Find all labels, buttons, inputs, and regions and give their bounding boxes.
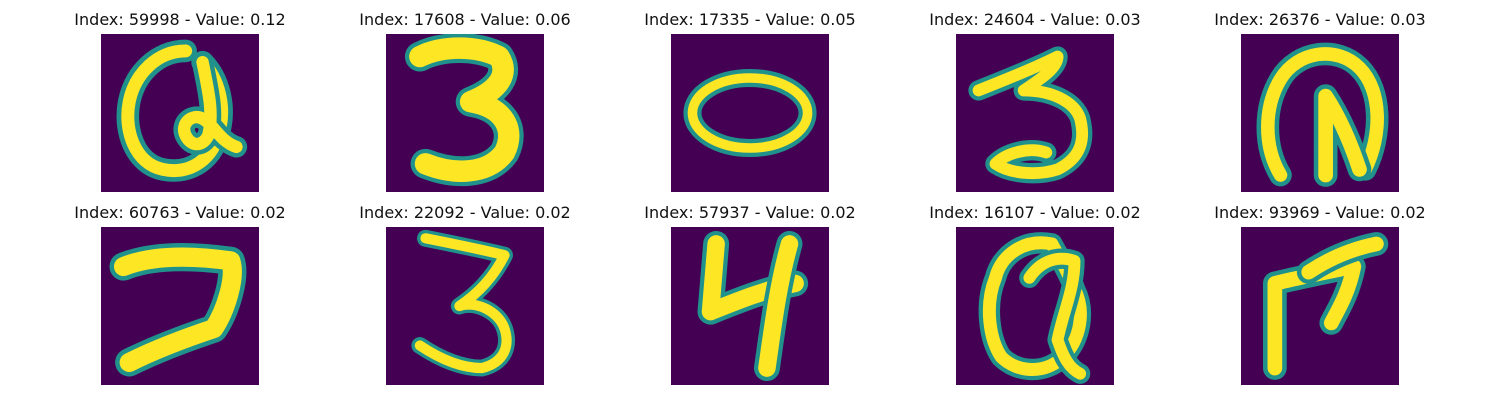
- digit-image: [386, 227, 544, 385]
- sample-cell-3: Index: 17335 - Value: 0.05: [620, 10, 880, 200]
- sample-title: Index: 59998 - Value: 0.12: [74, 10, 286, 29]
- digit-image: [956, 34, 1114, 192]
- digit-image: [101, 34, 259, 192]
- sample-title: Index: 26376 - Value: 0.03: [1214, 10, 1426, 29]
- digit-image: [101, 227, 259, 385]
- sample-cell-8: Index: 57937 - Value: 0.02: [620, 203, 880, 393]
- digit-image: [671, 34, 829, 192]
- sample-cell-2: Index: 17608 - Value: 0.06: [335, 10, 595, 200]
- sample-title: Index: 57937 - Value: 0.02: [644, 203, 856, 222]
- sample-cell-5: Index: 26376 - Value: 0.03: [1190, 10, 1450, 200]
- digit-image: [1241, 34, 1399, 192]
- sample-title: Index: 16107 - Value: 0.02: [929, 203, 1141, 222]
- sample-cell-10: Index: 93969 - Value: 0.02: [1190, 203, 1450, 393]
- sample-cell-7: Index: 22092 - Value: 0.02: [335, 203, 595, 393]
- digit-image: [956, 227, 1114, 385]
- sample-title: Index: 17335 - Value: 0.05: [644, 10, 856, 29]
- sample-cell-4: Index: 24604 - Value: 0.03: [905, 10, 1165, 200]
- sample-cell-9: Index: 16107 - Value: 0.02: [905, 203, 1165, 393]
- sample-cell-1: Index: 59998 - Value: 0.12: [50, 10, 310, 200]
- sample-cell-6: Index: 60763 - Value: 0.02: [50, 203, 310, 393]
- digit-image: [1241, 227, 1399, 385]
- sample-title: Index: 24604 - Value: 0.03: [929, 10, 1141, 29]
- digit-image: [671, 227, 829, 385]
- digit-image: [386, 34, 544, 192]
- sample-title: Index: 93969 - Value: 0.02: [1214, 203, 1426, 222]
- sample-title: Index: 60763 - Value: 0.02: [74, 203, 286, 222]
- sample-title: Index: 22092 - Value: 0.02: [359, 203, 571, 222]
- sample-title: Index: 17608 - Value: 0.06: [359, 10, 571, 29]
